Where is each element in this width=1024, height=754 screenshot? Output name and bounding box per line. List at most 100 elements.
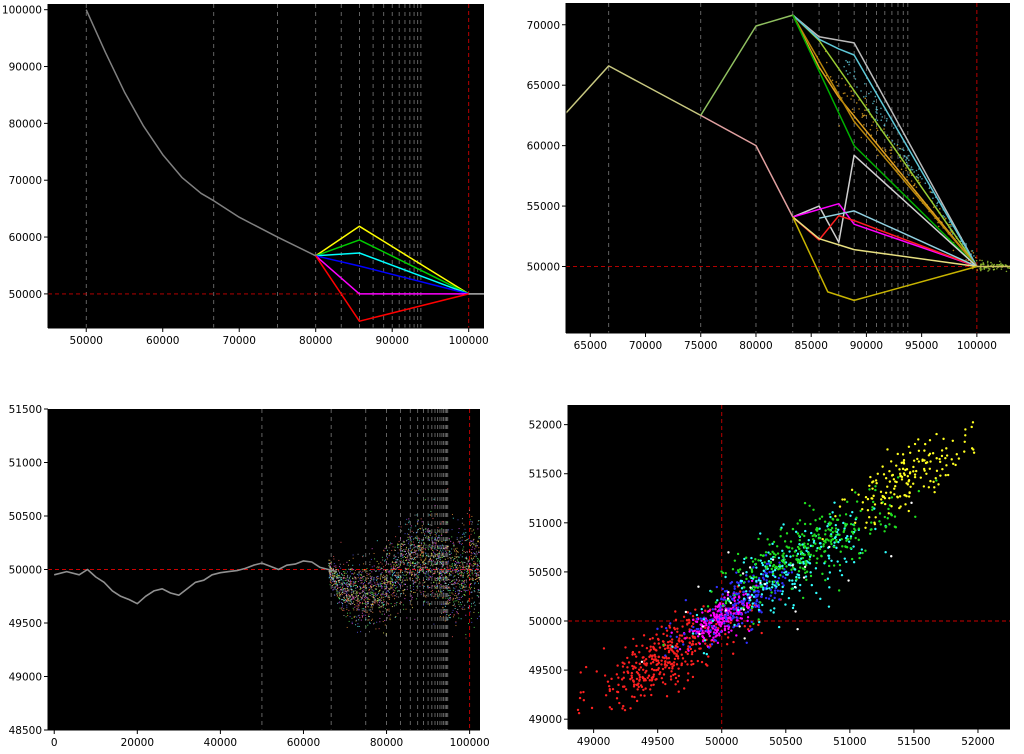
noise-point <box>452 517 454 519</box>
noise-point <box>361 601 363 603</box>
scatter-point <box>737 608 740 612</box>
noise-point <box>455 566 457 568</box>
noise-point <box>348 590 350 592</box>
noise-point <box>476 618 478 620</box>
scatter-point <box>888 480 892 483</box>
noise-point <box>379 599 381 601</box>
noise-point <box>475 562 477 564</box>
scatter-point <box>690 652 694 656</box>
noise-point <box>439 572 441 574</box>
noise-point <box>447 567 449 569</box>
noise-point <box>472 578 474 580</box>
scatter-point <box>761 603 764 607</box>
scatter-point <box>726 636 730 639</box>
scatter-point <box>584 665 588 669</box>
noise-point <box>376 579 378 581</box>
scatter-point <box>917 177 920 179</box>
scatter-point <box>845 70 848 72</box>
scatter-point <box>735 571 738 574</box>
noise-point <box>402 544 404 546</box>
noise-point <box>419 549 421 551</box>
series-line-5 <box>792 14 978 267</box>
scatter-point <box>755 580 758 583</box>
scatter-point <box>803 522 807 526</box>
noise-point <box>451 574 453 576</box>
scatter-point <box>875 481 878 485</box>
noise-point <box>380 594 382 596</box>
x-tick-label: 90000 <box>376 335 409 347</box>
scatter-point <box>890 555 893 558</box>
scatter-point <box>704 609 707 612</box>
noise-point <box>354 581 356 583</box>
scatter-point <box>923 449 926 452</box>
scatter-point <box>670 638 674 641</box>
scatter-point <box>819 542 822 545</box>
noise-point <box>478 520 480 522</box>
scatter-point <box>915 175 918 178</box>
noise-point <box>349 585 351 587</box>
noise-point <box>377 586 379 588</box>
noise-point <box>397 547 399 549</box>
scatter-point <box>582 690 585 694</box>
noise-point <box>473 563 475 565</box>
noise-point <box>438 589 440 591</box>
scatter-point <box>827 564 831 568</box>
scatter-point <box>721 593 724 596</box>
noise-point <box>477 540 479 542</box>
noise-point <box>365 603 367 605</box>
noise-point <box>447 600 449 602</box>
scatter-point <box>697 627 700 631</box>
scatter-point <box>951 462 955 465</box>
noise-point <box>466 568 468 570</box>
noise-point <box>478 576 480 578</box>
noise-point <box>343 615 345 617</box>
noise-point <box>425 573 427 575</box>
chart-bottom-left: 0 20000 40000 60000 80000 100000 48500 49000 495… <box>0 400 500 754</box>
scatter-point <box>864 549 867 552</box>
scatter-point <box>696 659 700 663</box>
noise-point <box>385 571 387 573</box>
noise-point <box>434 542 436 544</box>
noise-point <box>391 571 393 573</box>
noise-point <box>460 554 462 556</box>
noise-point <box>462 562 464 564</box>
noise-point <box>408 548 410 550</box>
noise-point <box>341 588 343 590</box>
noise-point <box>334 581 336 583</box>
scatter-point <box>762 573 765 576</box>
noise-point <box>399 583 401 585</box>
y-tick-label: 49500 <box>9 618 42 630</box>
noise-point <box>465 614 467 616</box>
noise-point <box>471 540 473 542</box>
noise-point <box>400 569 402 571</box>
noise-point <box>407 572 409 574</box>
noise-point <box>438 578 440 580</box>
noise-point <box>388 552 390 554</box>
noise-point <box>362 556 364 558</box>
noise-point <box>440 574 442 576</box>
scatter-point <box>717 609 721 612</box>
noise-point <box>422 591 424 593</box>
noise-point <box>364 585 366 587</box>
noise-point <box>351 623 353 625</box>
noise-point <box>476 575 478 577</box>
noise-point <box>419 545 421 547</box>
noise-point <box>464 540 466 542</box>
noise-point <box>370 592 372 594</box>
noise-point <box>343 574 345 576</box>
scatter-point <box>908 154 910 157</box>
noise-point <box>461 587 463 589</box>
noise-point <box>475 575 477 577</box>
noise-point <box>441 603 443 605</box>
noise-point <box>395 604 397 606</box>
noise-point <box>418 562 420 564</box>
noise-point <box>344 582 346 584</box>
scatter-point <box>767 551 770 554</box>
scatter-point <box>827 528 830 531</box>
noise-point <box>435 542 437 544</box>
scatter-point <box>781 567 784 570</box>
scatter-point <box>667 649 671 653</box>
noise-point <box>375 593 377 595</box>
noise-point <box>331 582 333 584</box>
scatter-point <box>735 624 739 628</box>
